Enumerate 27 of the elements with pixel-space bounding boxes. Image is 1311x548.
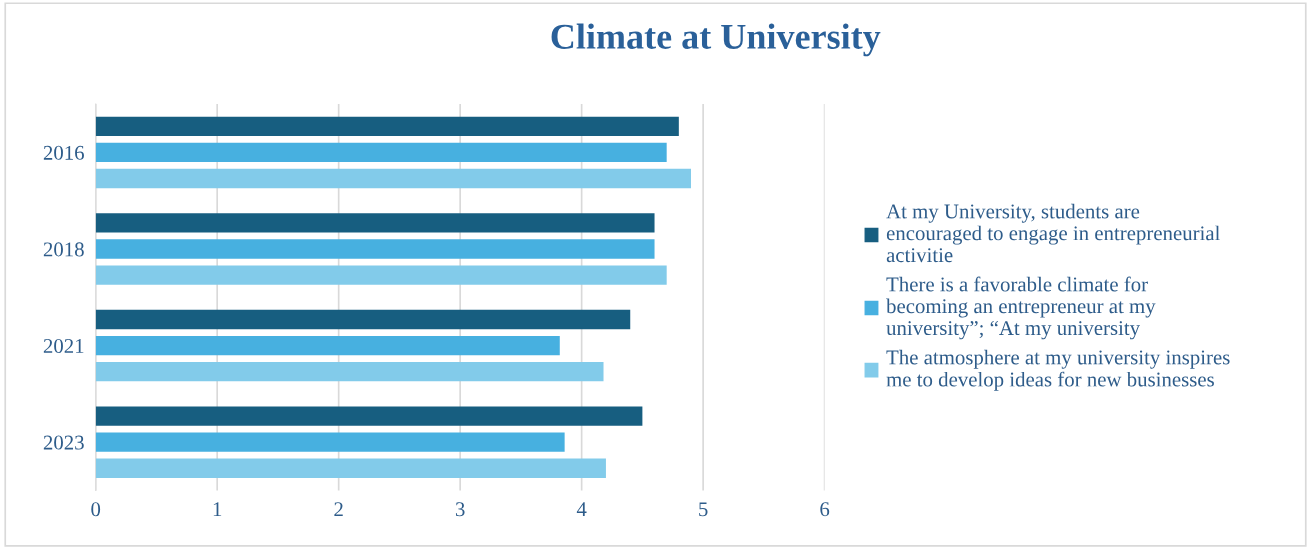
y-tick-label: 2018	[43, 242, 84, 257]
bar	[95, 335, 560, 356]
bar	[95, 432, 565, 452]
bar	[95, 142, 667, 163]
bar	[95, 213, 655, 233]
x-tick-label: 4	[576, 502, 587, 517]
bar	[95, 458, 606, 478]
x-tick-label: 1	[213, 502, 222, 517]
bar	[95, 406, 643, 426]
x-tick-label: 6	[820, 502, 830, 517]
y-tick-label: 2023	[43, 435, 84, 450]
bar	[95, 168, 691, 189]
x-tick-label: 3	[455, 502, 465, 517]
legend-label: There is a favorable climate for becoming an entrepreneur at my university”; “At my university	[886, 276, 1156, 340]
bar	[95, 116, 679, 136]
y-tick-label: 2016	[43, 145, 84, 160]
x-tick-label: 0	[91, 502, 101, 517]
x-tick-label: 5	[699, 502, 708, 517]
x-tick-label: 2	[334, 502, 343, 517]
y-tick-label: 2021	[43, 338, 84, 354]
bar	[95, 239, 655, 259]
bar	[95, 362, 604, 382]
chart-title: Climate at University	[551, 23, 881, 57]
legend-label: At my University, students are encouraged to engage in entrepreneurial activitie	[886, 203, 1220, 263]
bar	[95, 265, 667, 285]
bar	[95, 309, 631, 330]
legend-label: The atmosphere at my university inspires me to develop ideas for new businesses	[886, 349, 1230, 391]
